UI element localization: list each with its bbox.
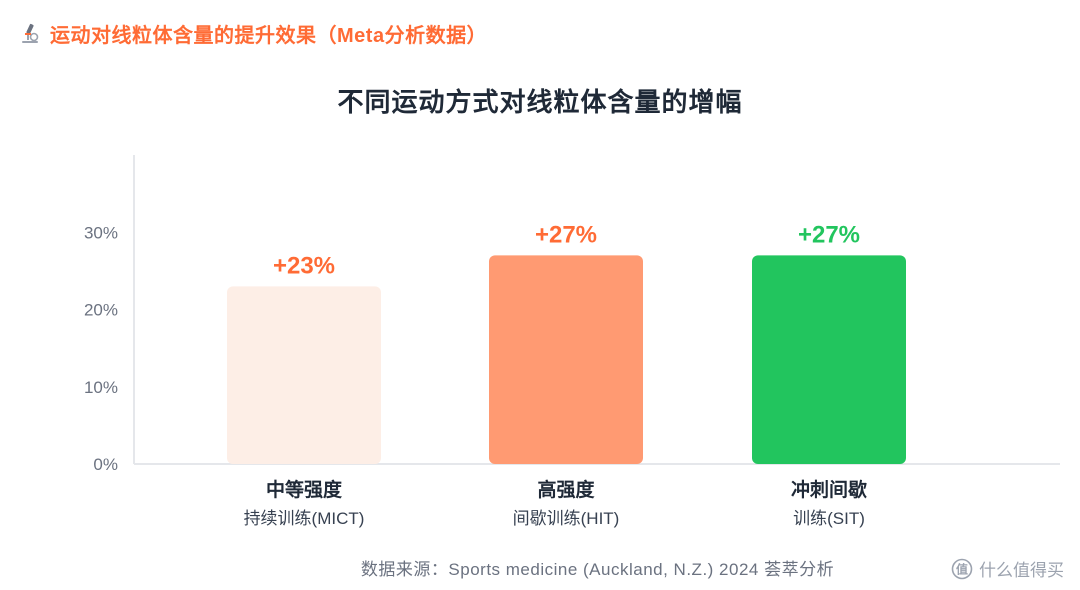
bar [752,255,906,464]
bar-value-label: +27% [535,221,597,248]
y-tick-label: 20% [84,301,118,320]
x-tick-label: 冲刺间歇 [791,478,867,501]
bar [489,255,643,464]
microscope-icon [18,21,42,45]
y-tick-label: 0% [93,455,118,474]
chart-title: 不同运动方式对线粒体含量的增幅 [337,87,743,117]
bar-value-label: +23% [273,252,335,279]
smzdm-logo-icon: 值 [951,558,973,580]
bar-value-label: +27% [798,221,860,248]
page-title: 运动对线粒体含量的提升效果（Meta分析数据） [50,24,488,47]
x-tick-sublabel: 持续训练(MICT) [244,509,365,528]
bar [227,286,381,464]
svg-text:值: 值 [956,561,968,576]
y-tick-label: 30% [84,223,118,242]
x-tick-label: 中等强度 [266,478,343,501]
watermark: 值 什么值得买 [951,556,1064,581]
x-tick-label: 高强度 [537,478,595,501]
x-tick-sublabel: 间歇训练(HIT) [513,509,620,528]
header: 运动对线粒体含量的提升效果（Meta分析数据） [18,18,487,48]
watermark-text: 什么值得买 [979,561,1064,580]
x-tick-sublabel: 训练(SIT) [793,509,865,528]
data-source-note: 数据来源：Sports medicine (Auckland, N.Z.) 20… [360,560,835,579]
y-tick-label: 10% [84,378,118,397]
